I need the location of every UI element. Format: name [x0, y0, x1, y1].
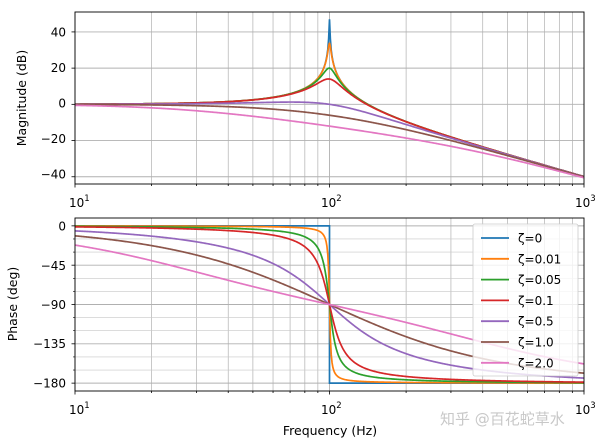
legend-label: ζ=0.01 — [518, 252, 561, 266]
phase-yticks: 0 −45 −90 −135 −180 — [33, 220, 66, 391]
phase-xticks: 101 102 103 — [69, 401, 596, 417]
ytick-label: 0 — [58, 220, 66, 234]
legend-label: ζ=0.5 — [518, 315, 554, 329]
magnitude-grid — [71, 12, 585, 188]
watermark: 知乎 @百花蛇草水 — [440, 410, 565, 428]
xtick-label: 103 — [575, 401, 596, 417]
magnitude-axes-frame — [74, 11, 585, 185]
phase-axis-label: Phase (deg) — [5, 267, 20, 342]
xtick-label: 102 — [321, 194, 342, 210]
xtick-label: 101 — [69, 194, 90, 210]
ytick-label: 40 — [51, 26, 66, 40]
phase-axes-frame — [74, 217, 585, 392]
xtick-label: 103 — [575, 194, 596, 210]
legend-label: ζ=0.05 — [518, 273, 561, 287]
legend-label: ζ=1.0 — [518, 336, 554, 350]
magnitude-xticks: 101 102 103 — [69, 194, 596, 210]
magnitude-axis-label: Magnitude (dB) — [14, 50, 29, 146]
legend-label: ζ=0.1 — [518, 294, 554, 308]
legend-box — [472, 223, 579, 377]
xtick-label: 102 — [321, 401, 342, 417]
ytick-label: −45 — [41, 259, 66, 273]
phase-curves — [75, 225, 584, 384]
ytick-label: 20 — [51, 61, 66, 75]
frequency-axis-label: Frequency (Hz) — [283, 423, 377, 438]
magnitude-yticks: 40 20 0 −20 −40 — [41, 26, 66, 182]
ytick-label: 0 — [58, 97, 66, 111]
magnitude-line-ζ=2.0 — [75, 104, 584, 179]
ytick-label: −90 — [41, 298, 66, 312]
xtick-label: 101 — [69, 401, 90, 417]
magnitude-line-ζ=1.0 — [75, 103, 584, 178]
ytick-label: −20 — [41, 132, 66, 146]
legend: ζ=0 ζ=0.01 ζ=0.05 ζ=0.1 ζ=0.5 ζ=1.0 ζ=2.0 — [472, 223, 579, 377]
magnitude-curves — [75, 19, 584, 179]
ytick-label: −135 — [33, 337, 66, 351]
legend-label: ζ=0 — [518, 232, 542, 246]
legend-label: ζ=2.0 — [518, 356, 554, 370]
ytick-label: −180 — [33, 377, 66, 391]
magnitude-line-ζ=0.5 — [75, 101, 584, 178]
ytick-label: −40 — [41, 168, 66, 182]
